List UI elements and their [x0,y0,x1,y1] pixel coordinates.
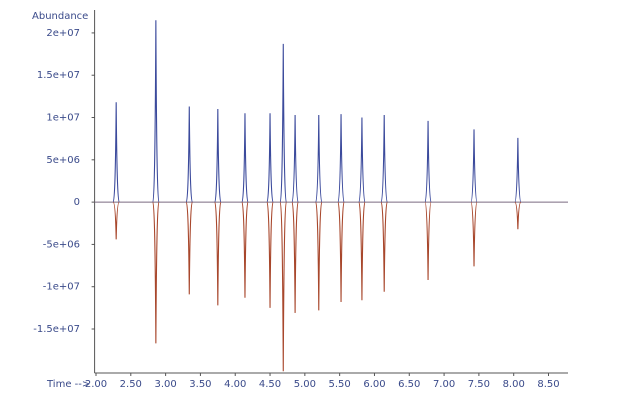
peak [514,201,522,230]
peak [380,201,388,292]
peak [315,201,323,311]
peak [241,113,249,203]
peak [380,114,388,203]
x-tick-label: 8.50 [537,379,559,390]
peak [214,201,222,306]
peak [358,201,366,301]
peak [424,201,432,280]
y-axis-label: Abundance [32,11,88,22]
x-tick-label: 3.00 [154,379,176,390]
peak [185,106,193,203]
y-tick-label: -5e+06 [43,239,80,250]
peak [470,201,478,267]
peak [152,20,160,203]
x-tick-label: 5.00 [294,379,316,390]
x-tick-label: 3.50 [189,379,211,390]
x-axis-label: Time --> [46,379,90,390]
x-tick-label: 4.00 [224,379,246,390]
y-tick-label: 0 [74,197,80,208]
peak [241,201,249,298]
peak [214,109,222,203]
peak [266,201,274,308]
y-tick-label: 1e+07 [46,113,80,124]
peak [112,201,120,240]
x-tick-label: 2.50 [120,379,142,390]
peak [291,114,299,203]
peak [470,129,478,203]
peak [279,201,287,372]
y-tick-label: 2e+07 [46,28,80,39]
peak [152,201,160,344]
peak [266,113,274,203]
y-tick-label: 1.5e+07 [37,70,80,81]
peak [514,137,522,203]
y-tick-label: 5e+06 [46,155,80,166]
x-tick-label: 6.50 [398,379,420,390]
peak [291,201,299,313]
x-tick-label: 7.50 [468,379,490,390]
peak [112,102,120,203]
peak [337,201,345,302]
y-tick-label: -1e+07 [43,282,80,293]
x-tick-label: 8.00 [503,379,525,390]
peak [358,117,366,203]
peak [185,201,193,295]
y-tick-label: -1.5e+07 [33,324,80,335]
x-tick-label: 6.00 [363,379,385,390]
peak [337,114,345,203]
peak [424,120,432,203]
x-tick-label: 2.00 [85,379,107,390]
x-tick-label: 4.50 [259,379,281,390]
x-tick-label: 5.50 [329,379,351,390]
peak [315,114,323,203]
peak [279,43,287,203]
x-tick-label: 7.00 [433,379,455,390]
